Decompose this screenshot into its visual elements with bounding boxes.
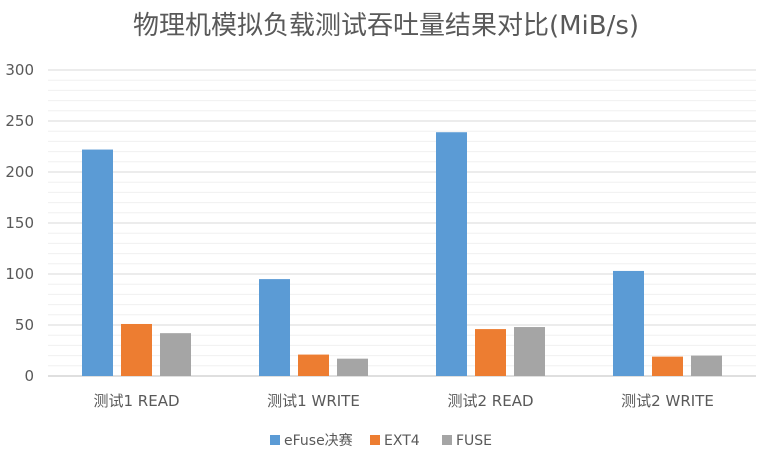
x-tick-label: 测试2 READ [447, 392, 533, 410]
bar [298, 354, 329, 376]
bar [259, 279, 290, 376]
legend-label: EXT4 [384, 433, 420, 449]
x-tick-label: 测试1 WRITE [267, 392, 360, 410]
bar [436, 132, 467, 376]
gridlines [48, 69, 756, 377]
bar [652, 356, 683, 376]
bar [160, 333, 191, 376]
bar [613, 270, 644, 376]
y-tick-label: 150 [5, 214, 34, 232]
y-tick-label: 50 [15, 316, 34, 334]
y-tick-label: 300 [5, 61, 34, 79]
bar [475, 329, 506, 376]
y-axis-ticks: 0 50 100 150 200 250 300 [5, 61, 34, 385]
bar [514, 327, 545, 376]
y-tick-label: 200 [5, 163, 34, 181]
y-tick-label: 100 [5, 265, 34, 283]
x-axis-labels: 测试1 READ 测试1 WRITE 测试2 READ 测试2 WRITE [93, 392, 713, 410]
bar [691, 355, 722, 376]
legend-label: FUSE [456, 433, 492, 449]
bar [337, 358, 368, 376]
legend-label: eFuse决赛 [284, 433, 353, 449]
bar [121, 323, 152, 376]
x-tick-label: 测试1 READ [93, 392, 179, 410]
y-tick-label: 250 [5, 112, 34, 130]
x-tick-label: 测试2 WRITE [621, 392, 714, 410]
bar [82, 149, 113, 376]
legend: eFuse决赛 EXT4 FUSE [270, 433, 492, 449]
chart-title: 物理机模拟负载测试吞吐量结果对比(MiB/s) [133, 11, 639, 41]
legend-swatch [442, 435, 452, 445]
bars [82, 132, 722, 376]
y-tick-label: 0 [24, 367, 34, 385]
legend-swatch [370, 435, 380, 445]
legend-swatch [270, 435, 280, 445]
